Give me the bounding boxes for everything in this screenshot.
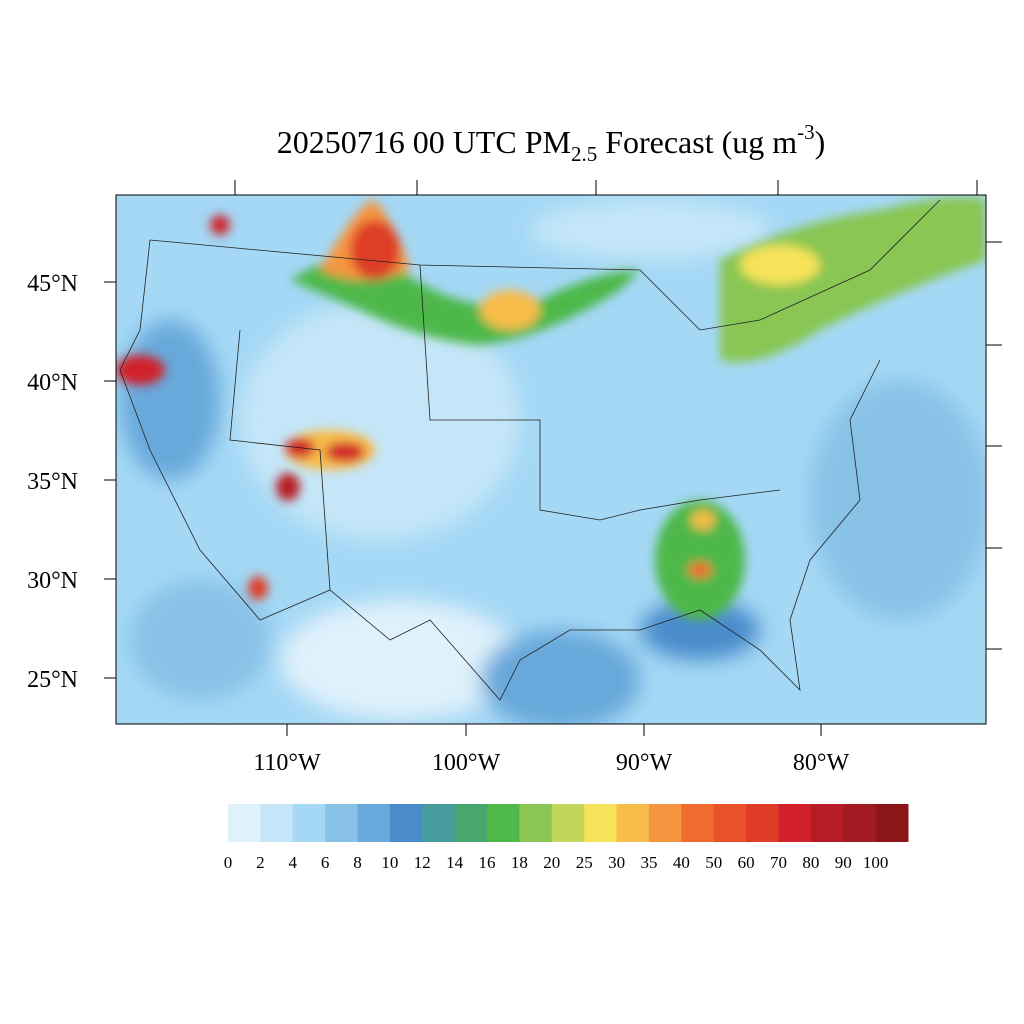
- color-box: [487, 804, 520, 842]
- lat-labels: 45°N 40°N 35°N 30°N 25°N: [27, 271, 78, 693]
- title-part: Forecast (ug m: [597, 124, 797, 160]
- lon-label: 80°W: [793, 750, 850, 776]
- lat-label: 30°N: [27, 568, 78, 594]
- colorbar-label: 8: [353, 853, 362, 872]
- color-box: [746, 804, 779, 842]
- colorbar-label: 30: [608, 853, 625, 872]
- color-box: [260, 804, 294, 842]
- color-box: [228, 804, 261, 842]
- title-part: 20250716 00 UTC PM: [277, 124, 571, 160]
- lat-label: 25°N: [27, 667, 78, 693]
- colorbar-label: 90: [835, 853, 852, 872]
- map-ticks: [104, 180, 1002, 736]
- color-box: [389, 804, 423, 842]
- colorbar-label: 80: [802, 853, 819, 872]
- color-box: [519, 804, 553, 842]
- color-box: [810, 804, 844, 842]
- color-box: [843, 804, 877, 842]
- colorbar-label: 100: [863, 853, 889, 872]
- color-box: [454, 804, 488, 842]
- lat-label: 40°N: [27, 370, 78, 396]
- map-frame: [115, 194, 987, 725]
- colorbar-label: 6: [321, 853, 330, 872]
- title-part: ): [815, 124, 826, 160]
- color-box: [713, 804, 747, 842]
- colorbar-label: 60: [738, 853, 755, 872]
- color-box: [422, 804, 456, 842]
- colorbar-label: 25: [576, 853, 593, 872]
- color-box: [778, 804, 812, 842]
- color-box: [875, 804, 909, 842]
- lat-label: 45°N: [27, 271, 78, 297]
- lon-label: 90°W: [616, 750, 673, 776]
- lon-label: 110°W: [253, 750, 321, 776]
- colorbar-label: 18: [511, 853, 528, 872]
- colorbar: 0 2 4 6 8 10 12 14 16 18 20 25 30 35 40 50 60 70 80 90 100: [224, 804, 909, 872]
- title-subscript: 2.5: [571, 142, 597, 166]
- colorbar-label: 14: [446, 853, 464, 872]
- lat-label: 35°N: [27, 469, 78, 495]
- color-box: [551, 804, 585, 842]
- colorbar-label: 2: [256, 853, 265, 872]
- colorbar-label: 20: [543, 853, 560, 872]
- colorbar-label: 12: [414, 853, 431, 872]
- map-title: 20250716 00 UTC PM2.5 Forecast (ug m-3): [277, 120, 826, 166]
- title-superscript: -3: [797, 120, 815, 144]
- color-box: [681, 804, 715, 842]
- colorbar-label: 16: [479, 853, 496, 872]
- color-box: [648, 804, 682, 842]
- lon-label: 100°W: [432, 750, 501, 776]
- color-box: [584, 804, 618, 842]
- colorbar-label: 10: [381, 853, 398, 872]
- color-box: [357, 804, 391, 842]
- pm25-field: [116, 195, 986, 724]
- color-box: [325, 804, 359, 842]
- colorbar-label: 50: [705, 853, 722, 872]
- colorbar-label: 0: [224, 853, 233, 872]
- colorbar-label: 4: [289, 853, 298, 872]
- colorbar-label: 40: [673, 853, 690, 872]
- color-box: [292, 804, 326, 842]
- colorbar-label: 70: [770, 853, 787, 872]
- color-box: [616, 804, 650, 842]
- colorbar-label: 35: [640, 853, 657, 872]
- lon-labels: 110°W 100°W 90°W 80°W: [253, 750, 849, 776]
